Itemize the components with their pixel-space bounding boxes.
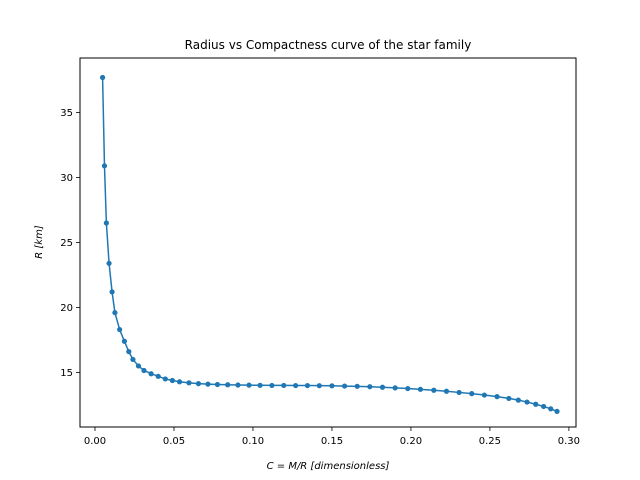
data-point xyxy=(524,399,530,405)
data-point xyxy=(417,386,424,392)
data-point xyxy=(354,383,360,389)
data-point xyxy=(405,385,411,392)
x-tick-label: 0.00 xyxy=(84,436,106,447)
x-axis-label: C = M/R [dimensionless] xyxy=(267,461,390,472)
y-axis: 15 20 25 30 35 xyxy=(60,108,80,379)
data-point xyxy=(176,379,183,385)
plot-area xyxy=(99,74,560,415)
data-point xyxy=(541,403,547,410)
x-tick-label: 0.05 xyxy=(163,436,185,447)
data-point xyxy=(456,389,462,396)
data-point xyxy=(392,385,398,391)
data-point xyxy=(103,220,109,226)
data-point xyxy=(195,381,202,387)
data-point xyxy=(257,382,263,388)
data-point xyxy=(117,326,123,333)
data-point xyxy=(443,388,450,394)
y-axis-label: R [km] xyxy=(34,225,45,259)
data-point xyxy=(316,383,322,389)
x-tick-label: 0.25 xyxy=(479,436,501,447)
x-tick-label: 0.15 xyxy=(321,436,343,447)
data-point xyxy=(494,394,500,400)
data-point xyxy=(281,382,287,389)
data-point xyxy=(186,380,192,386)
x-tick-label: 0.20 xyxy=(400,436,422,447)
data-point xyxy=(135,363,142,369)
x-tick-label: 0.30 xyxy=(558,436,580,447)
y-tick-label: 20 xyxy=(60,303,73,314)
y-tick-label: 15 xyxy=(60,368,73,379)
y-tick-label: 30 xyxy=(60,173,73,184)
data-point xyxy=(205,381,211,387)
data-point xyxy=(214,381,221,388)
data-point xyxy=(367,384,373,390)
chart-title: Radius vs Compactness curve of the star … xyxy=(185,38,472,52)
data-point xyxy=(169,377,176,384)
data-point xyxy=(481,392,487,398)
data-point xyxy=(554,408,560,415)
data-point xyxy=(148,371,154,377)
data-point xyxy=(99,74,106,81)
data-point xyxy=(304,382,311,389)
data-point xyxy=(269,382,275,389)
data-point xyxy=(130,356,136,363)
data-point xyxy=(235,382,241,388)
y-tick-label: 25 xyxy=(60,238,73,249)
data-point xyxy=(106,260,112,266)
data-point xyxy=(155,373,161,379)
data-point xyxy=(112,310,118,316)
data-point xyxy=(469,391,475,397)
x-axis: 0.00 0.05 0.10 0.15 0.20 0.25 0.30 xyxy=(84,427,580,447)
data-point xyxy=(126,349,132,355)
data-point xyxy=(515,397,521,403)
data-point xyxy=(225,382,231,388)
data-point xyxy=(246,382,252,388)
data-point xyxy=(293,382,299,389)
data-point xyxy=(506,395,512,402)
data-point xyxy=(101,163,108,169)
data-point xyxy=(533,401,539,407)
y-tick-label: 35 xyxy=(60,108,73,119)
data-point xyxy=(431,387,437,393)
data-point xyxy=(329,383,335,389)
data-point xyxy=(141,367,147,374)
data-point xyxy=(379,384,386,390)
data-point xyxy=(162,376,168,382)
data-point xyxy=(548,406,554,412)
x-tick-label: 0.10 xyxy=(242,436,264,447)
data-point xyxy=(121,338,127,344)
data-point xyxy=(109,289,115,295)
data-point xyxy=(341,383,348,389)
